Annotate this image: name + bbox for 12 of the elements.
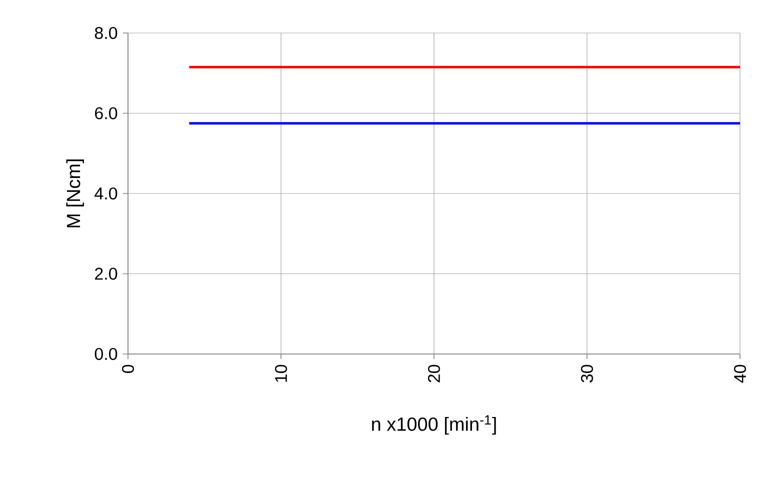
x-tick-label: 40 [734, 364, 746, 383]
y-tick-label: 2.0 [95, 268, 118, 280]
y-tick-label: 4.0 [94, 187, 118, 200]
x-axis-title: n x1000 [min$^{-1}$] [372, 415, 496, 435]
y-tick-label: 0.0 [94, 348, 118, 360]
x-tick-label: 30 [580, 364, 594, 382]
x-tick-label: 10 [274, 364, 288, 382]
x-tick-label: 0 [122, 364, 134, 373]
y-tick-label: 6.0 [95, 107, 118, 120]
y-tick-label: 8.0 [94, 26, 118, 40]
x-tick-label: 20 [428, 364, 440, 382]
y-axis-title: M [Ncm] [66, 160, 84, 228]
